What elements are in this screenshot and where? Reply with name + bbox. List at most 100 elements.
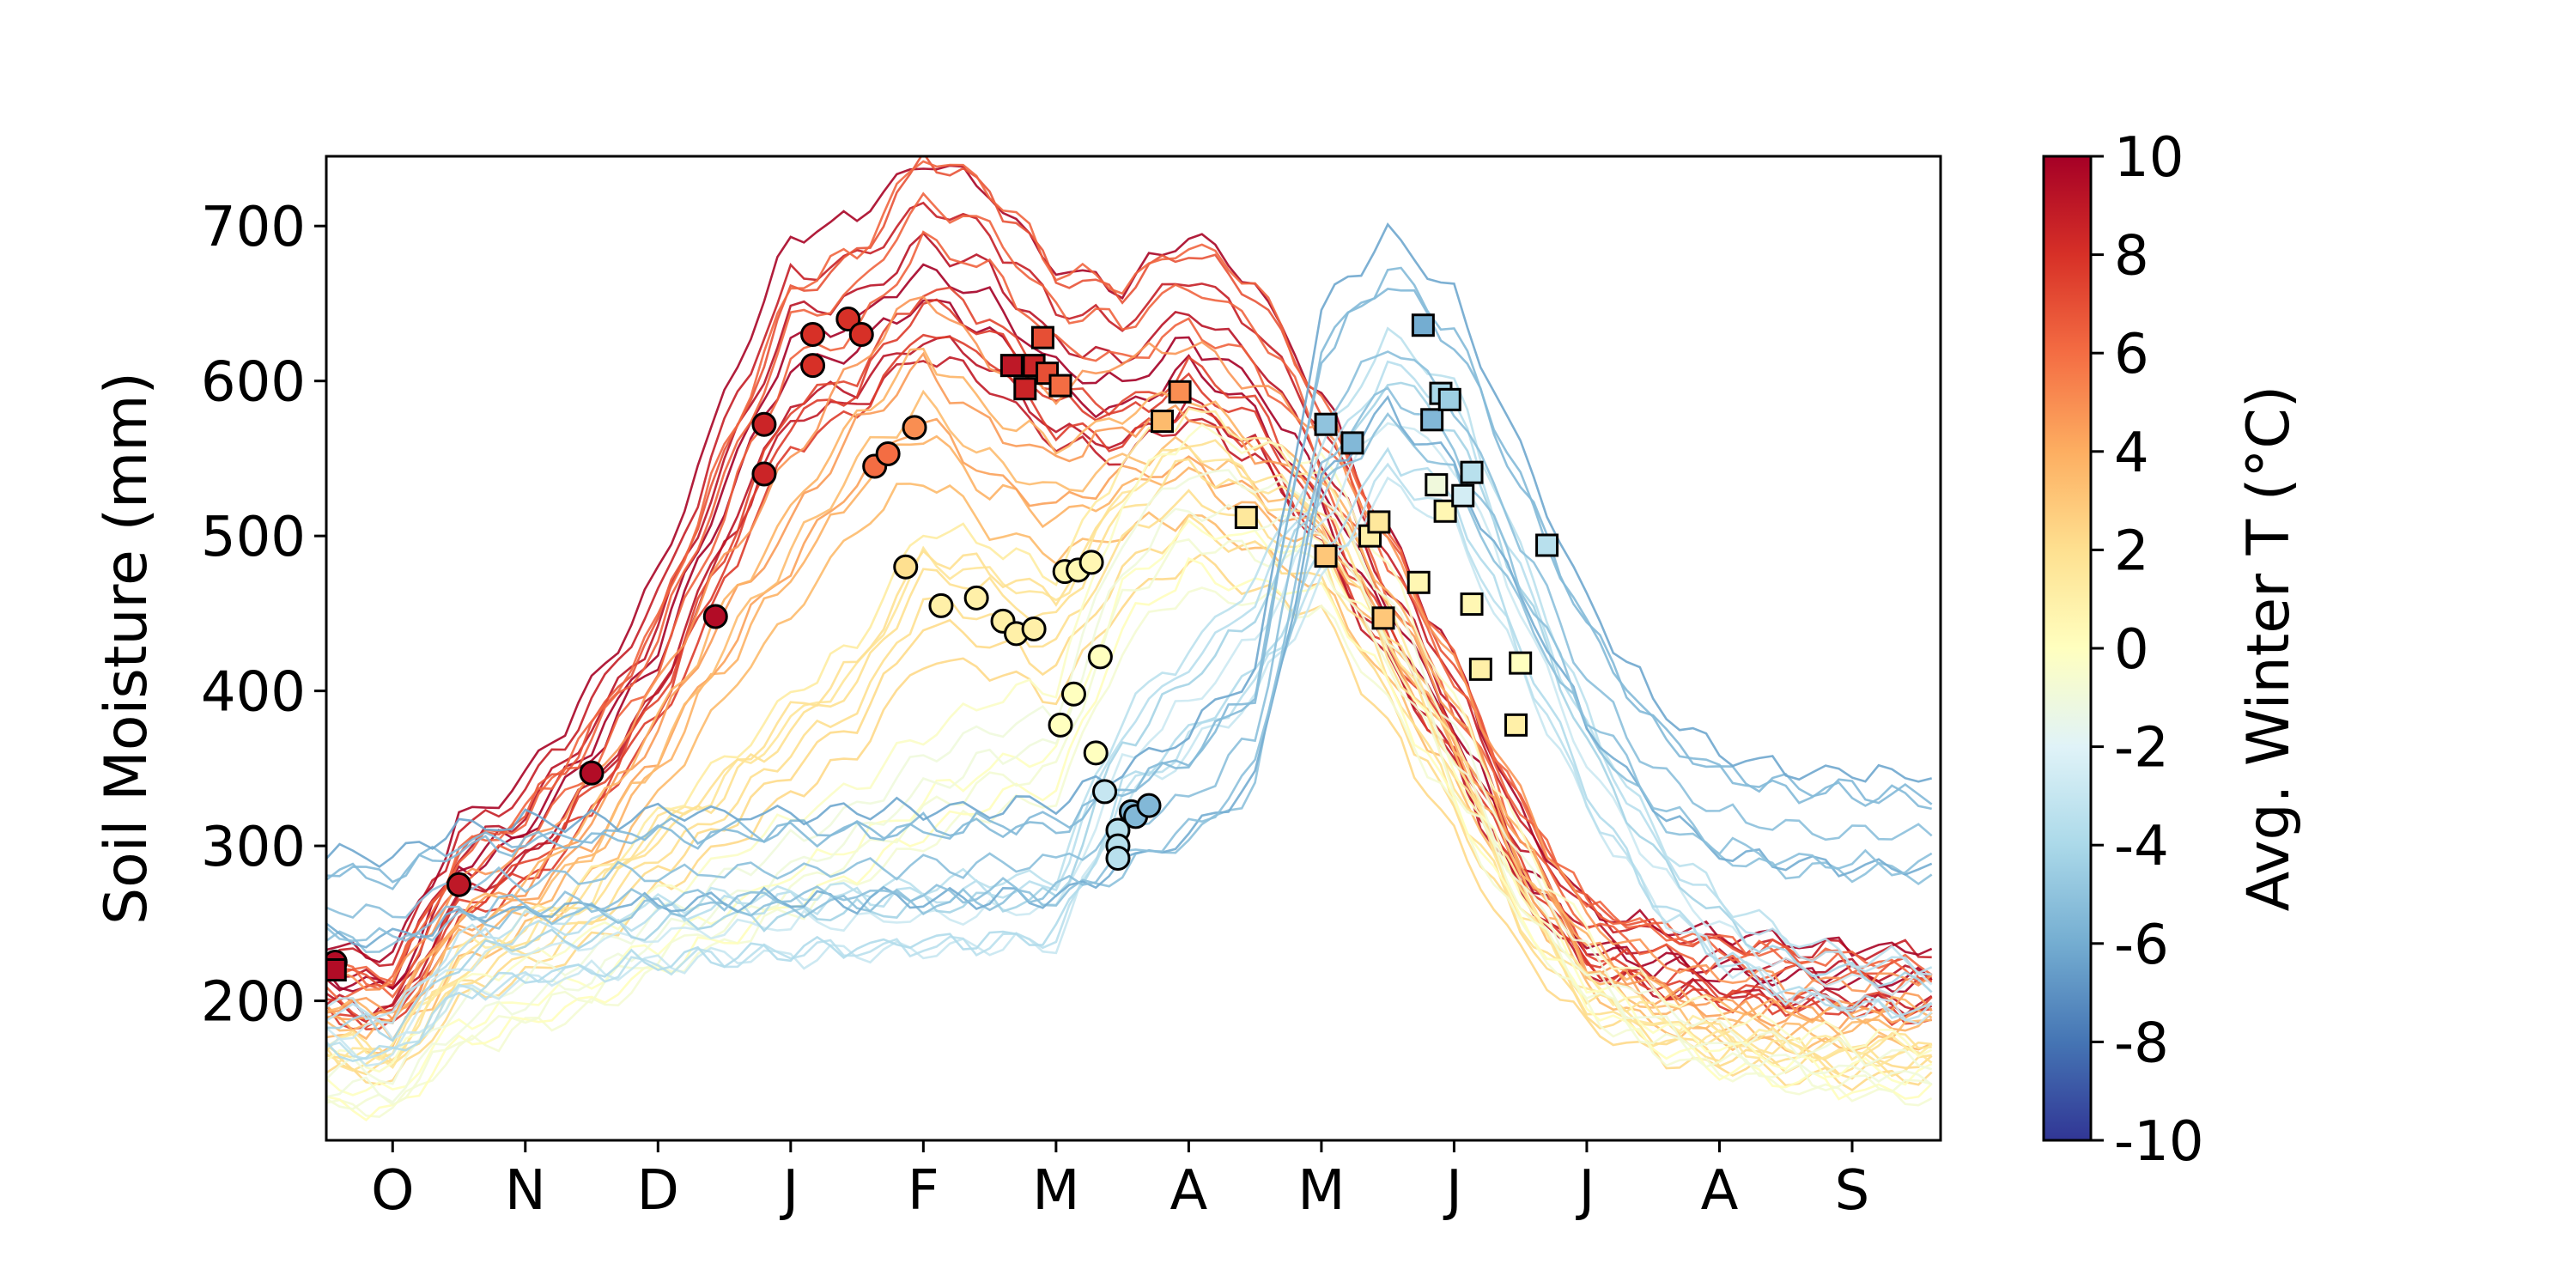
colorbar-tick-label: -10 [2114,1110,2204,1174]
series-line [326,288,1933,884]
circle-marker [800,353,826,379]
y-tick-label: 700 [201,196,306,259]
series-line [326,462,1933,1060]
square-marker [1437,387,1461,411]
square-marker [1013,377,1037,401]
x-tick-label: O [371,1159,414,1223]
circle-marker [1048,712,1073,738]
x-tick-label: M [1297,1159,1345,1223]
series-line [326,298,1932,1030]
colorbar-tick-label: 4 [2114,422,2149,485]
plot-frame [325,155,1942,1142]
square-marker [1460,460,1484,484]
square-marker [1314,544,1338,568]
colorbar-tick-label: -4 [2114,815,2169,878]
x-tick-label: D [637,1159,679,1223]
y-axis: 200 300 400 500 600 700 [201,196,326,1035]
series-line [326,389,1932,1044]
series-line [326,299,1932,993]
circle-marker [1021,616,1047,641]
square-marker [1425,473,1449,497]
series-line [326,519,1933,1097]
colorbar-tick-label: 0 [2114,618,2149,682]
square-marker [326,957,347,981]
square-marker [1451,483,1475,507]
circle-marker [893,554,919,580]
circle-marker [751,461,777,487]
square-marker [1504,713,1528,737]
series-line [326,347,1933,1025]
circle-marker [1078,550,1104,575]
colorbar-tick-label: -8 [2114,1012,2169,1075]
series-lines [326,156,1933,1121]
square-marker [1340,431,1364,455]
colorbar-tick-label: -2 [2114,717,2169,781]
x-tick-label: N [505,1159,546,1223]
circle-marker [963,585,989,611]
y-tick-label: 500 [201,506,306,569]
circle-marker [1136,793,1162,818]
circle-marker [1105,846,1131,872]
square-marker [1460,592,1484,617]
square-marker [1371,606,1395,630]
observation-markers [326,306,1559,981]
square-marker [999,354,1024,378]
x-tick-label: F [908,1159,939,1223]
square-marker [1168,380,1192,404]
series-line [326,263,1933,992]
circle-marker [800,322,826,348]
colorbar-label: Avg. Winter T (°C) [2235,386,2303,912]
series-line [326,469,1933,1085]
colorbar-tick-label: 6 [2114,323,2149,386]
series-line [326,423,1933,1073]
y-tick-label: 600 [201,351,306,415]
series-line [326,407,1933,1061]
series-line [326,351,1933,1023]
series-line [326,447,1933,1063]
square-marker [1030,325,1054,349]
circle-marker [1092,779,1118,805]
series-line [326,586,1933,1119]
y-tick-label: 300 [201,816,306,879]
colorbar-tick-label: -6 [2114,914,2169,977]
x-tick-label: S [1835,1159,1870,1223]
colorbar-tick-label: 8 [2114,225,2149,289]
series-line [326,552,1933,1092]
square-marker [1535,533,1559,557]
square-marker [1406,570,1431,594]
series-line [326,266,1932,890]
series-line [326,381,1933,1042]
circle-marker [928,592,954,618]
circle-marker [702,604,728,629]
series-line [326,222,1933,868]
circle-marker [848,322,874,348]
colorbar [2042,155,2093,1142]
square-marker [1150,410,1174,434]
square-marker [1411,313,1435,337]
circle-marker [751,411,777,437]
y-tick-label: 200 [201,971,306,1035]
x-tick-label: A [1170,1159,1207,1223]
circle-marker [1060,681,1086,707]
series-line [326,422,1933,1041]
colorbar-ticks: 10 8 6 4 2 0 -2 -4 -6 -8 -10 [2091,126,2204,1174]
series-line [326,538,1933,1110]
square-marker [1314,412,1338,436]
series-line [326,489,1932,1078]
circle-marker [1087,644,1113,670]
x-tick-label: M [1032,1159,1079,1223]
colorbar-tick-label: 2 [2114,519,2149,583]
circle-marker [835,306,861,331]
square-marker [1367,510,1391,534]
square-marker [1234,506,1258,530]
series-line [326,160,1933,991]
square-marker [1420,408,1444,432]
x-tick-label: A [1701,1159,1739,1223]
square-marker [1468,657,1492,681]
square-marker [1048,374,1072,398]
circle-marker [875,441,901,467]
circle-marker [902,415,927,440]
colorbar-tick-label: 10 [2114,126,2184,190]
series-line [326,483,1933,1056]
